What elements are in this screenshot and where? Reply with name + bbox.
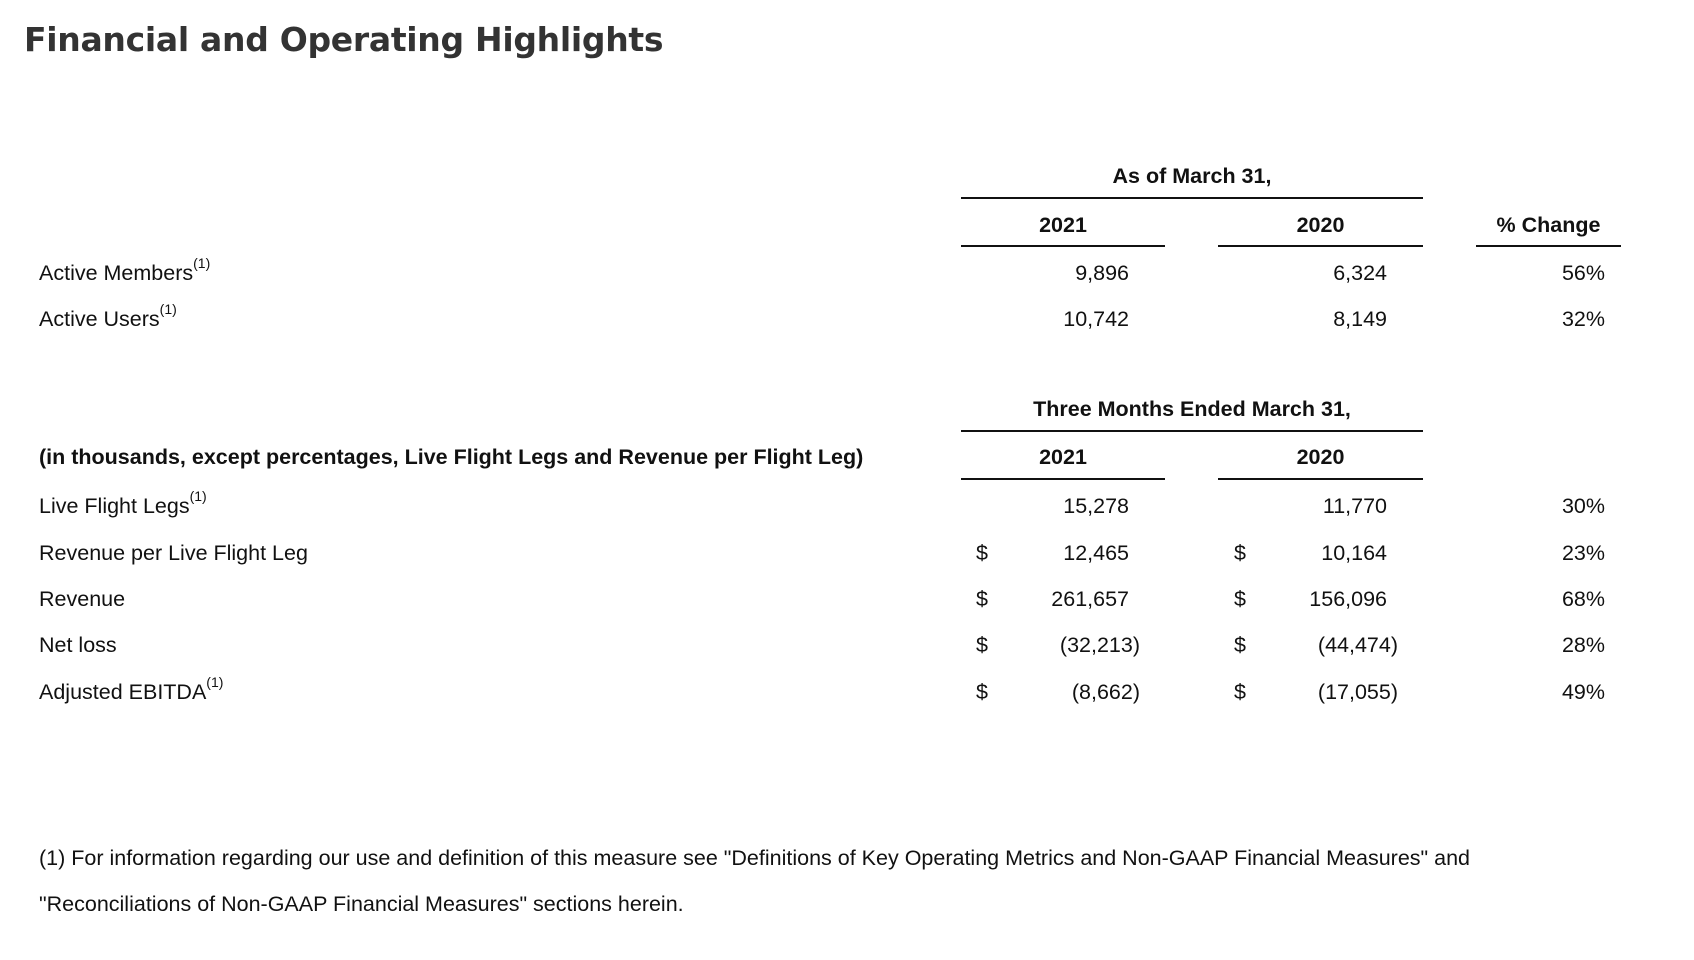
value-2020: 156,096 <box>1309 587 1387 611</box>
col-2021-header: 2021 <box>1039 445 1087 469</box>
row-label: Revenue <box>39 587 125 612</box>
footnote-line-1: (1) For information regarding our use an… <box>39 846 1470 870</box>
as-of-header: As of March 31, <box>1112 164 1272 188</box>
col-2020-rule <box>1218 478 1423 480</box>
row-label-text: Live Flight Legs <box>39 494 190 518</box>
value-2021: 12,465 <box>1063 541 1129 565</box>
currency-symbol: $ <box>1234 680 1246 704</box>
currency-symbol: $ <box>976 633 988 657</box>
currency-symbol: $ <box>1234 587 1246 611</box>
percent-change: 23% <box>1561 541 1605 565</box>
row-label-text: Active Members <box>39 261 194 285</box>
value-2020: 6,324 <box>1333 261 1387 285</box>
col-2021-rule <box>961 478 1165 480</box>
currency-symbol: $ <box>1234 541 1246 565</box>
col-2020-header: 2020 <box>1296 213 1345 237</box>
header-rule <box>961 430 1423 432</box>
currency-symbol: $ <box>976 541 988 565</box>
col-2021-header: 2021 <box>1039 213 1087 237</box>
row-label: Adjusted EBITDA(1) <box>39 674 223 705</box>
col-2020-header: 2020 <box>1296 445 1345 469</box>
currency-symbol: $ <box>1234 633 1246 657</box>
footnote-line-2: "Reconciliations of Non-GAAP Financial M… <box>39 892 684 916</box>
row-label: Active Members(1) <box>39 255 210 286</box>
value-2020: 10,164 <box>1321 541 1387 565</box>
footnote-marker: (1) <box>159 301 177 317</box>
value-2021: (32,213) <box>1059 633 1140 657</box>
col-change-header: % Change <box>1496 213 1601 237</box>
footnote-marker: (1) <box>189 488 207 504</box>
row-label-text: Net loss <box>39 633 117 657</box>
percent-change: 68% <box>1561 587 1605 611</box>
col-change-rule <box>1476 245 1621 247</box>
percent-change: 49% <box>1561 680 1605 704</box>
page-title: Financial and Operating Highlights <box>24 20 664 59</box>
units-row-header: (in thousands, except percentages, Live … <box>39 445 864 469</box>
value-2021: 15,278 <box>1063 494 1129 518</box>
footnote-marker: (1) <box>193 255 211 271</box>
percent-change: 28% <box>1561 633 1605 657</box>
col-2020-rule <box>1218 245 1423 247</box>
footnote-marker: (1) <box>206 674 224 690</box>
header-rule <box>961 197 1423 199</box>
currency-symbol: $ <box>976 680 988 704</box>
row-label: Revenue per Live Flight Leg <box>39 541 308 566</box>
row-label: Live Flight Legs(1) <box>39 488 207 519</box>
row-label-text: Adjusted EBITDA <box>39 680 207 704</box>
value-2021: (8,662) <box>1071 680 1140 704</box>
percent-change: 56% <box>1561 261 1605 285</box>
value-2021: 9,896 <box>1075 261 1129 285</box>
row-label-text: Revenue per Live Flight Leg <box>39 541 308 565</box>
row-label: Net loss <box>39 633 117 658</box>
value-2020: 11,770 <box>1322 494 1387 518</box>
row-label-text: Revenue <box>39 587 126 611</box>
value-2020: 8,149 <box>1333 307 1387 331</box>
percent-change: 30% <box>1561 494 1605 518</box>
value-2020: (44,474) <box>1317 633 1398 657</box>
percent-change: 32% <box>1561 307 1605 331</box>
row-label-text: Active Users <box>39 307 160 331</box>
value-2020: (17,055) <box>1317 680 1398 704</box>
value-2021: 10,742 <box>1063 307 1129 331</box>
currency-symbol: $ <box>976 587 988 611</box>
row-label: Active Users(1) <box>39 301 177 332</box>
col-2021-rule <box>961 245 1165 247</box>
value-2021: 261,657 <box>1051 587 1129 611</box>
three-months-header: Three Months Ended March 31, <box>1033 397 1351 421</box>
